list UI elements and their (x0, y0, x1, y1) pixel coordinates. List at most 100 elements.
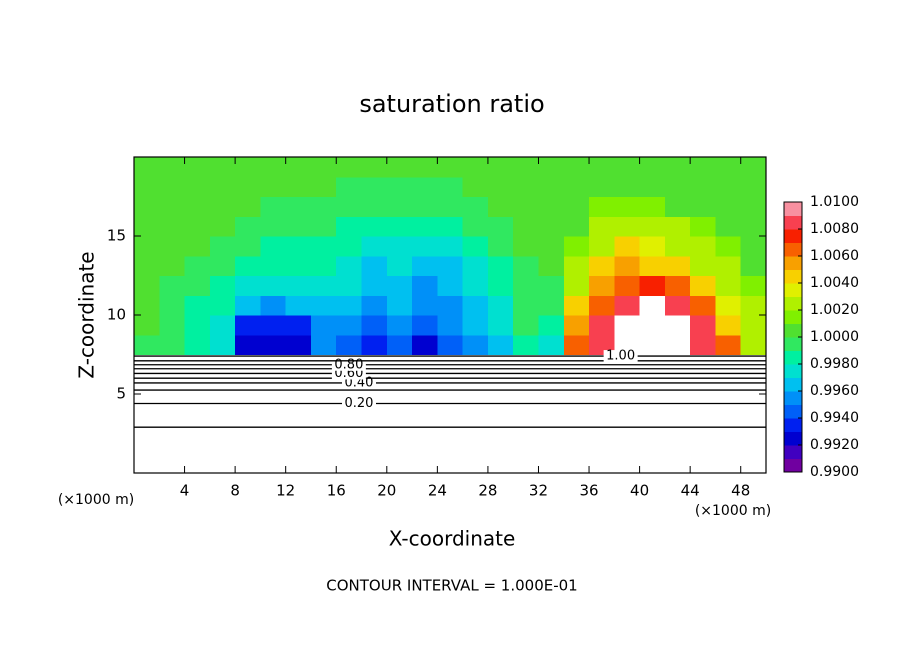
field-cell (412, 334, 438, 355)
field-cell (361, 255, 388, 276)
field-cell (235, 196, 261, 217)
colorbar-swatch (784, 350, 802, 365)
field-cell (614, 295, 641, 316)
colorbar-swatch (784, 323, 802, 338)
x-tick-label: 16 (327, 482, 346, 500)
field-cell (412, 255, 438, 276)
field-cell (260, 196, 287, 217)
field-cell (589, 196, 615, 217)
field-cell (184, 315, 211, 336)
field-cell (310, 176, 337, 197)
colorbar-tick-label: 1.0000 (810, 329, 859, 345)
field-cell (310, 255, 337, 276)
field-cell (260, 275, 287, 296)
field-cell (538, 255, 565, 276)
field-cell (639, 295, 666, 316)
field-cell (639, 157, 666, 178)
field-cell (538, 157, 565, 178)
field-cell (740, 176, 767, 197)
field-cell (437, 315, 464, 336)
field-cell (740, 315, 767, 336)
field-cell (336, 334, 363, 355)
field-cell (361, 216, 388, 237)
field-cell (159, 315, 186, 336)
colorbar-swatch (784, 242, 802, 257)
colorbar-tick-label: 0.9960 (810, 383, 859, 399)
colorbar-tick-label: 0.9920 (810, 437, 859, 453)
field-cell (386, 157, 413, 178)
field-cell (386, 334, 413, 355)
colorbar-swatch (784, 391, 802, 405)
field-cell (209, 275, 236, 296)
field-cell (563, 315, 590, 336)
field-cell (639, 176, 666, 197)
field-cell (159, 334, 186, 355)
field-cell (235, 255, 261, 276)
field-cell (184, 236, 211, 257)
field-cell (487, 236, 514, 257)
field-cell (589, 255, 615, 276)
field-cell (513, 196, 539, 217)
field-cell (134, 275, 160, 296)
field-cell (690, 157, 716, 178)
field-cell (184, 216, 211, 237)
field-cell (639, 236, 666, 257)
field-cell (487, 216, 514, 237)
field-cell (235, 295, 261, 316)
contour-label: 0.20 (345, 396, 374, 411)
field-cell (260, 255, 287, 276)
colorbar-tick-label: 1.0040 (810, 275, 859, 291)
field-cell (361, 315, 388, 336)
field-cell (386, 275, 413, 296)
x-unit: (×1000 m) (695, 503, 771, 519)
colorbar-swatch (784, 445, 802, 459)
colorbar-swatch (784, 256, 802, 270)
field-cell (614, 196, 641, 217)
field-cell (690, 275, 716, 296)
field-cell (209, 157, 236, 178)
field-cell (614, 176, 641, 197)
field-cell (690, 255, 716, 276)
field-cell (134, 196, 160, 217)
field-cell (462, 275, 489, 296)
field-cell (336, 236, 363, 257)
field-cell (361, 196, 388, 217)
field-cell (664, 315, 691, 336)
field-cell (386, 216, 413, 237)
field-cell (134, 255, 160, 276)
x-tick-label: 20 (377, 482, 396, 500)
field-cell (184, 176, 211, 197)
field-cell (209, 315, 236, 336)
field-cell (209, 216, 236, 237)
field-cell (134, 295, 160, 316)
field-cell (336, 176, 363, 197)
field-cell (563, 157, 590, 178)
colorbar-swatch (784, 431, 802, 446)
field-cell (159, 216, 186, 237)
field-cell (437, 176, 464, 197)
field-cell (462, 295, 489, 316)
field-cell (285, 157, 312, 178)
field-cell (386, 236, 413, 257)
field-cell (690, 315, 716, 336)
x-tick-label: 24 (428, 482, 447, 500)
x-tick-label: 28 (478, 482, 497, 500)
field-cell (589, 295, 615, 316)
field-cell (563, 295, 590, 316)
field-cell (386, 295, 413, 316)
field-cell (260, 295, 287, 316)
field-cell (437, 236, 464, 257)
field-cell (184, 157, 211, 178)
colorbar-swatch (784, 202, 802, 216)
colorbar-swatch (784, 458, 802, 473)
field-cell (437, 216, 464, 237)
field-cell (487, 295, 514, 316)
field-cell (310, 275, 337, 296)
field-cell (184, 196, 211, 217)
field-cell (285, 295, 312, 316)
field-cell (589, 236, 615, 257)
field-cell (538, 216, 565, 237)
field-cell (361, 157, 388, 178)
field-cell (310, 334, 337, 355)
